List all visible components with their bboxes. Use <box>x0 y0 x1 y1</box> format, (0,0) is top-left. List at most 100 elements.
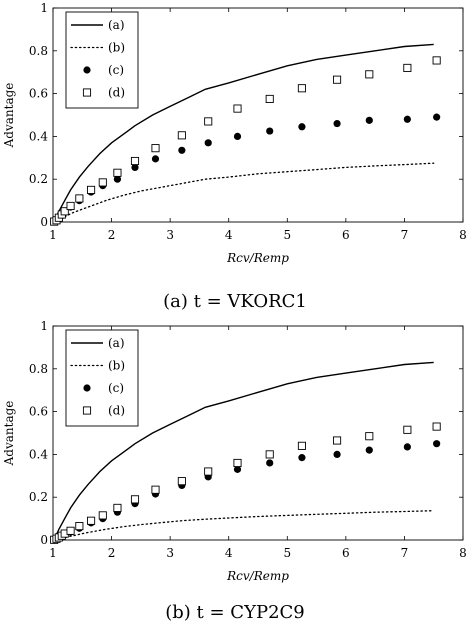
y-tick-label: 0.4 <box>29 129 48 143</box>
legend-label: (c) <box>108 63 124 77</box>
series-b-line <box>52 162 435 223</box>
series-d-point <box>75 522 84 531</box>
series-d-point <box>403 425 412 434</box>
series-d-point <box>113 503 122 512</box>
series-c-point <box>113 175 122 183</box>
series-d-point <box>403 63 412 72</box>
series-c-point <box>333 119 341 128</box>
series-d-point <box>432 56 441 65</box>
series-c-point <box>333 450 341 458</box>
y-tick-label: 1 <box>40 319 48 333</box>
legend-label: (a) <box>108 18 125 32</box>
series-d-point <box>233 458 242 468</box>
x-tick-label: 5 <box>283 546 291 560</box>
series-c-point <box>298 454 306 462</box>
series-d-point <box>87 516 96 525</box>
y-tick-label: 0.6 <box>29 405 48 419</box>
x-tick-label: 1 <box>49 228 57 242</box>
legend-label: (d) <box>108 86 125 100</box>
series-d-point <box>75 194 84 203</box>
series-d-point <box>365 432 374 441</box>
series-d-point <box>365 70 374 79</box>
series-d-point <box>177 477 186 486</box>
y-tick-label: 0.8 <box>29 362 48 376</box>
series-c-point <box>266 127 274 135</box>
series-c-point <box>433 113 441 121</box>
legend-label: (a) <box>108 336 125 350</box>
series-d-point <box>98 178 107 187</box>
series-d-point <box>432 422 441 431</box>
series-c-point <box>298 123 306 131</box>
series-d-point <box>177 131 186 140</box>
series-d-point <box>204 117 213 126</box>
x-tick-label: 4 <box>225 228 233 242</box>
legend-swatch-open-square <box>82 88 92 97</box>
series-d-point <box>151 485 160 494</box>
y-tick-label: 0.8 <box>29 44 48 58</box>
series-d-point <box>233 104 242 113</box>
series-c-point <box>204 139 212 147</box>
series-c-point <box>403 443 411 451</box>
x-tick-label: 8 <box>459 546 467 560</box>
x-axis-label: Rcv/Remp <box>226 251 289 265</box>
series-d-point <box>60 207 69 216</box>
x-tick-label: 2 <box>108 546 116 560</box>
legend-swatch-filled-circle <box>83 66 91 74</box>
series-d-point <box>204 467 213 476</box>
legend-label: (c) <box>108 381 124 395</box>
series-d-point <box>265 450 274 459</box>
series-c-point <box>178 146 186 154</box>
y-tick-label: 0.4 <box>29 447 48 461</box>
series-d-point <box>265 94 274 103</box>
y-axis-label: Advantage <box>2 401 16 467</box>
x-tick-label: 3 <box>166 546 174 560</box>
x-tick-label: 3 <box>166 228 174 242</box>
y-tick-label: 0 <box>40 215 48 229</box>
x-tick-label: 7 <box>401 546 409 560</box>
series-c-point <box>403 115 411 123</box>
series-c-point <box>365 116 373 124</box>
figure-caption: (b) t = CYP2C9 <box>165 602 305 623</box>
x-tick-label: 8 <box>459 228 467 242</box>
y-tick-label: 1 <box>40 1 48 15</box>
x-tick-label: 7 <box>401 228 409 242</box>
y-tick-label: 0.2 <box>29 172 48 186</box>
legend-label: (b) <box>108 41 125 55</box>
x-tick-label: 6 <box>342 228 350 242</box>
x-tick-label: 6 <box>342 546 350 560</box>
series-d-point <box>333 436 342 445</box>
series-c-point <box>365 446 373 454</box>
y-axis-label: Advantage <box>2 83 16 149</box>
legend-swatch-open-square <box>82 406 92 415</box>
series-a-line <box>52 43 434 223</box>
series-c-point <box>233 465 242 473</box>
series-c-point <box>131 163 139 172</box>
series-b-line <box>52 510 435 541</box>
figure-caption: (a) t = VKORC1 <box>163 291 307 312</box>
x-tick-label: 2 <box>108 228 116 242</box>
y-tick-label: 0.6 <box>29 87 48 101</box>
series-d-point <box>297 84 306 93</box>
series-d-point <box>87 185 96 194</box>
x-tick-label: 1 <box>49 546 57 560</box>
series-d-point <box>130 495 140 504</box>
series-d-point <box>98 511 107 520</box>
series-c-point <box>266 459 274 467</box>
series-d-point <box>66 201 75 211</box>
legend-swatch-filled-circle <box>83 384 91 392</box>
x-tick-label: 4 <box>225 546 233 560</box>
legend-label: (b) <box>108 359 125 373</box>
legend-label: (d) <box>108 404 125 418</box>
series-c-point <box>233 132 242 140</box>
series-d-point <box>66 526 75 535</box>
series-d-point <box>130 156 140 166</box>
plot-frame <box>52 325 464 541</box>
x-axis-label: Rcv/Remp <box>226 569 289 583</box>
series-d-point <box>151 144 160 153</box>
series-c-point <box>151 155 160 163</box>
plot-frame <box>52 7 464 223</box>
chart-panel-vkorc1: 1 2 3 4 5 6 7 8 0 0.2 0.4 0.6 0.8 1 Rcv/Remp Advantage (… <box>2 1 467 312</box>
series-a-line <box>52 361 434 541</box>
y-tick-label: 0.2 <box>29 490 48 504</box>
series-d-point <box>333 75 342 84</box>
